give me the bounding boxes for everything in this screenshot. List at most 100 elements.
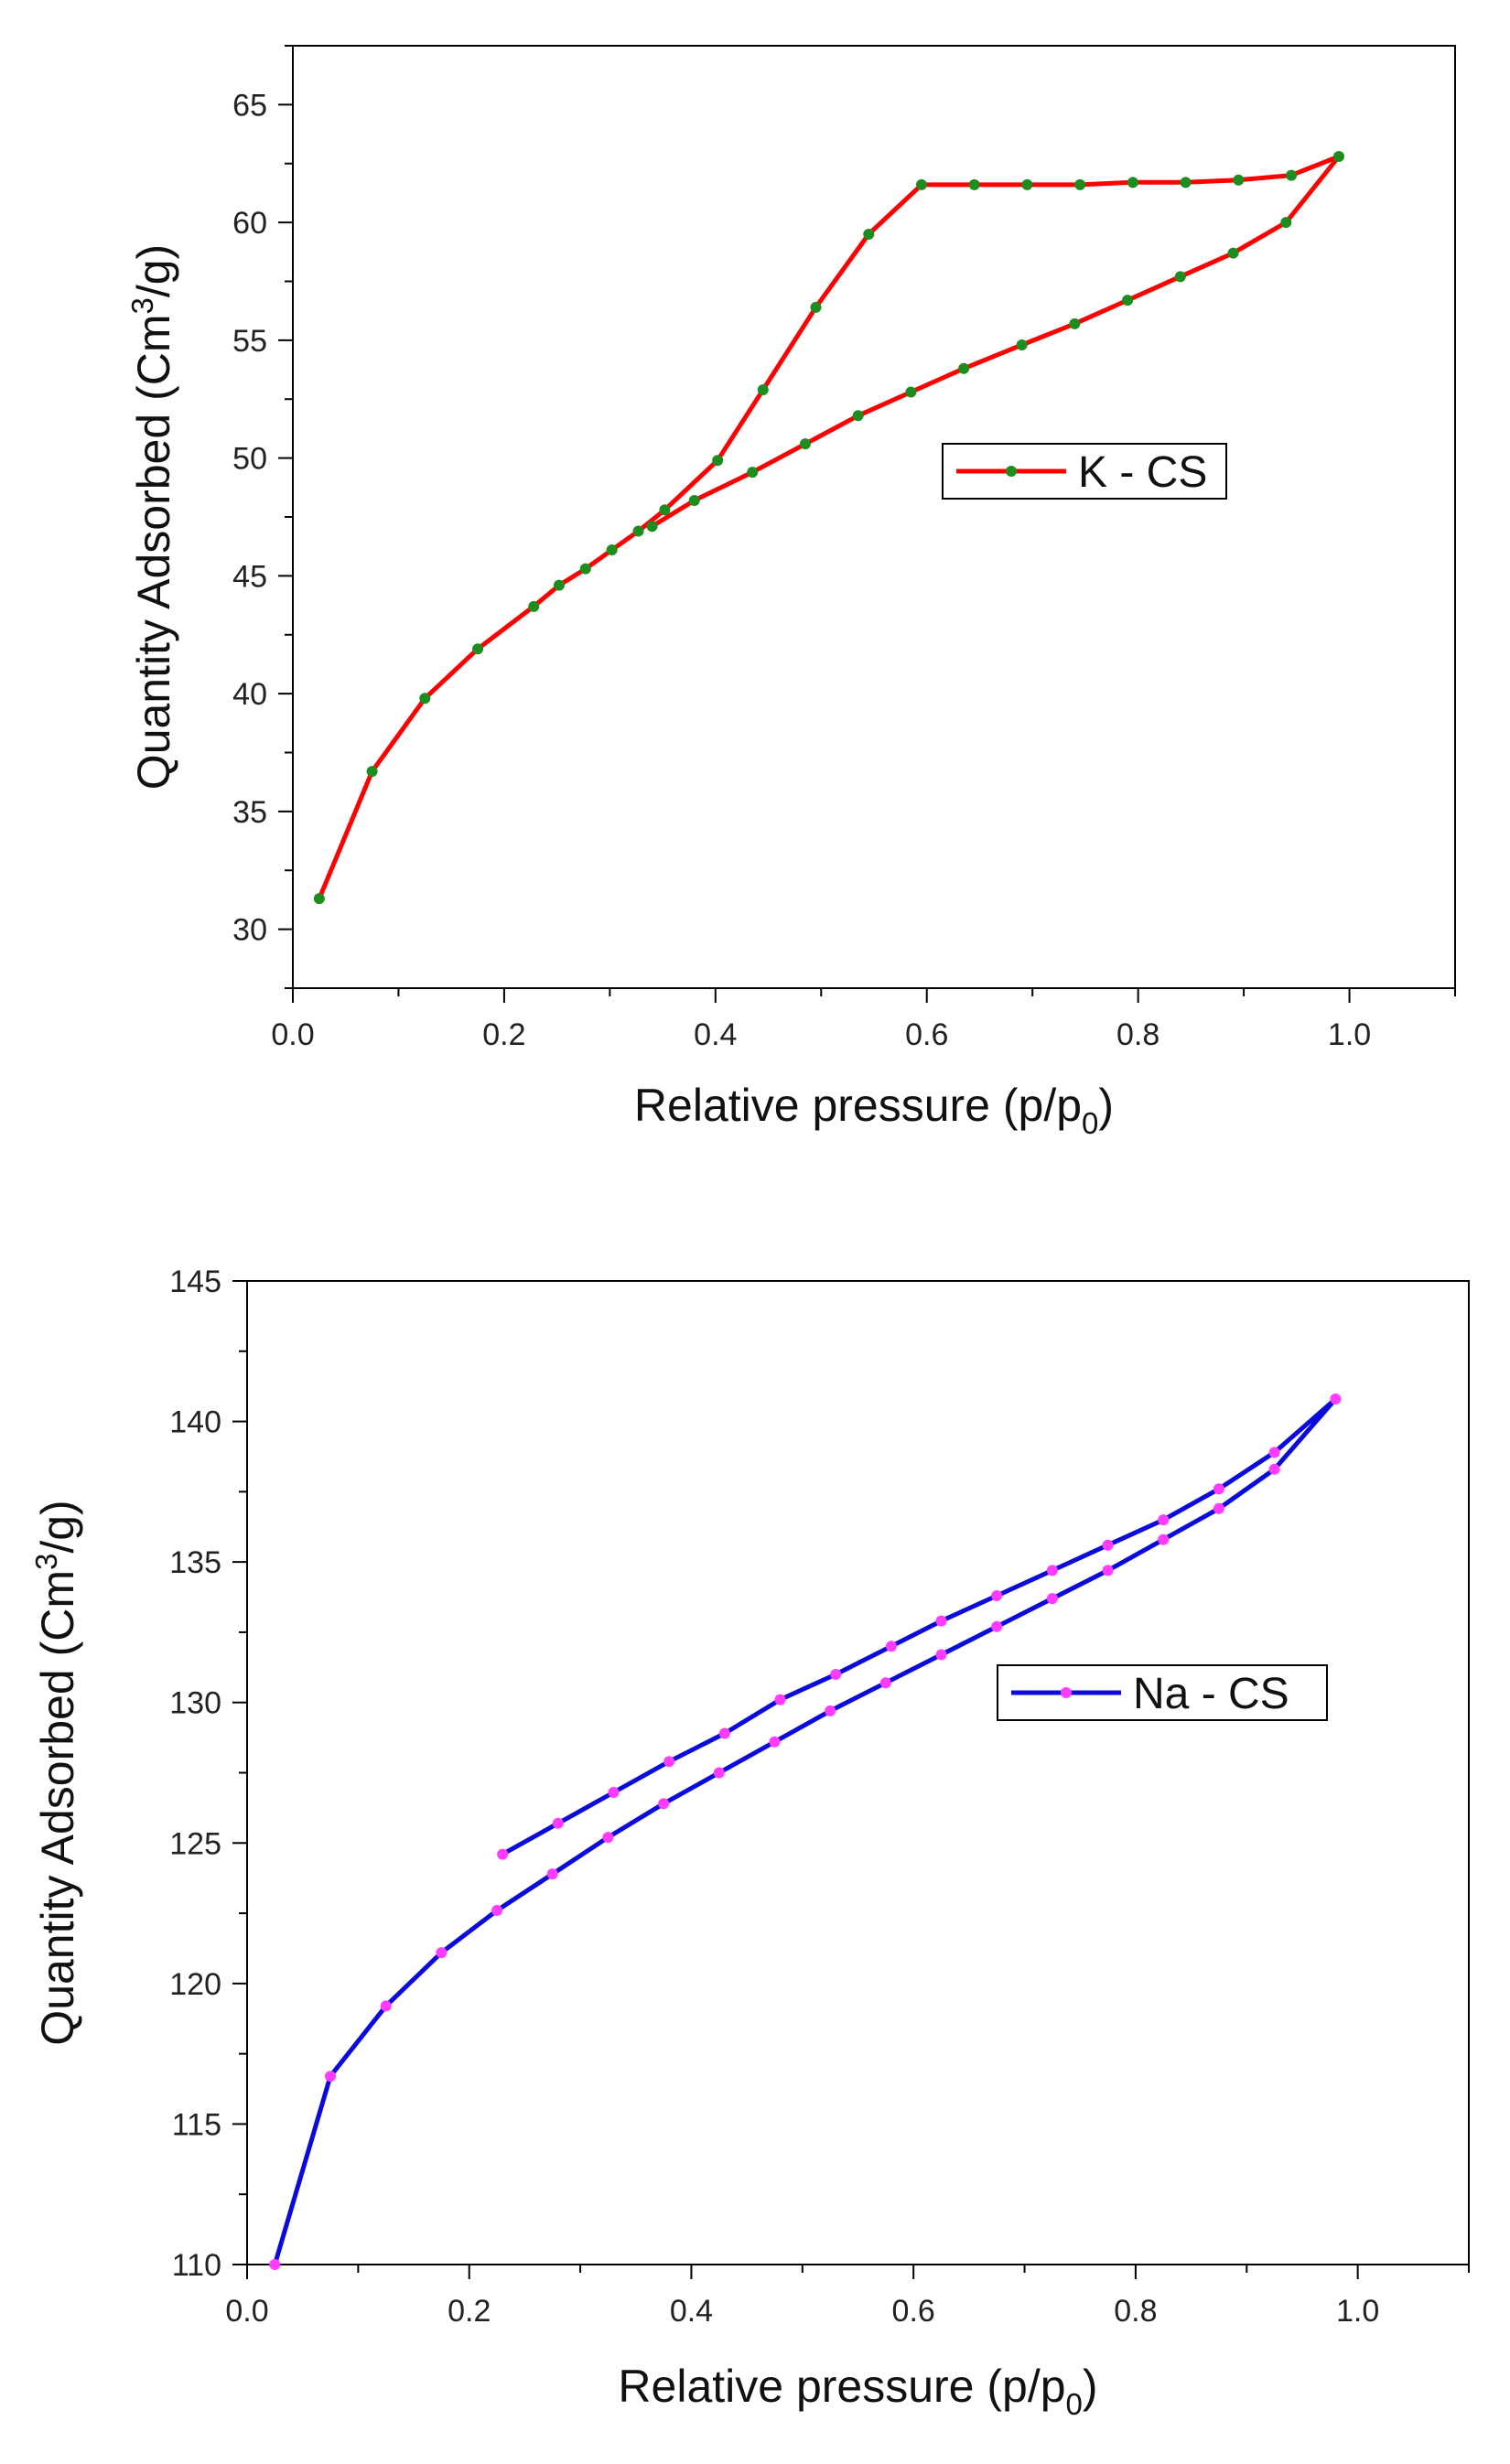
chart-na-cs: 0.0 0.2 0.4 0.6 0.8 1.0 110 115 120 125 130 135 140 1…: [0, 1189, 1510, 2464]
k-cs-data-point: [1333, 151, 1344, 163]
na-cs-data-point: [1268, 1447, 1280, 1458]
na-cs-data-point: [436, 1947, 448, 1959]
na-cs-data-point: [1046, 1565, 1058, 1576]
k-cs-y-tick-label: 30: [232, 913, 267, 948]
k-cs-data-point: [852, 410, 864, 422]
na-cs-x-tick-label: 0.6: [892, 2294, 935, 2329]
na-cs-data-point: [663, 1756, 675, 1768]
na-cs-y-axis-label: Quantity Adsorbed (Cm3/g): [29, 1500, 83, 2045]
k-cs-data-point: [1021, 178, 1033, 190]
na-cs-data-point: [1213, 1483, 1224, 1495]
k-cs-x-tick-label: 1.0: [1328, 1017, 1371, 1052]
k-cs-data-point: [313, 893, 325, 905]
na-cs-y-tick-label: 115: [172, 2107, 221, 2142]
na-cs-x-tick-label: 0.4: [670, 2294, 713, 2329]
k-cs-data-point: [1016, 339, 1028, 351]
k-cs-data-point: [646, 521, 658, 533]
na-cs-data-point: [497, 1848, 509, 1860]
k-cs-data-point: [757, 383, 769, 395]
na-cs-data-point: [774, 1694, 786, 1705]
na-cs-data-point: [1158, 1533, 1170, 1545]
k-cs-data-point: [1180, 177, 1192, 188]
k-cs-data-point: [905, 386, 917, 398]
na-cs-data-point: [325, 2071, 337, 2082]
k-cs-data-point: [1174, 271, 1186, 283]
k-cs-data-point: [1074, 178, 1086, 190]
na-cs-data-point: [608, 1787, 620, 1798]
k-cs-x-tick-label: 0.8: [1116, 1017, 1159, 1052]
na-cs-data-point: [769, 1736, 781, 1748]
na-cs-y-tick-label: 120: [169, 1967, 221, 2002]
na-cs-plot-frame: [246, 1280, 1470, 2265]
k-cs-data-point: [1286, 169, 1298, 181]
k-cs-data-point: [606, 544, 618, 556]
chart-na-cs-svg: 0.0 0.2 0.4 0.6 0.8 1.0 110 115 120 125 130 135 140 1…: [29, 1264, 1470, 2421]
na-cs-data-point: [1158, 1514, 1170, 1526]
k-cs-data-point: [958, 362, 970, 374]
k-cs-data-point: [1227, 247, 1239, 259]
na-cs-data-point: [552, 1817, 564, 1829]
na-cs-data-point: [602, 1832, 614, 1844]
na-cs-data-point: [1330, 1393, 1342, 1404]
na-cs-data-point: [1213, 1502, 1224, 1514]
na-cs-y-tick-label: 140: [169, 1405, 221, 1440]
k-cs-data-point: [632, 525, 644, 537]
na-cs-data-point: [658, 1798, 670, 1810]
na-cs-y-tick-label: 135: [169, 1545, 221, 1580]
na-cs-data-point: [935, 1649, 947, 1661]
na-cs-data-point: [991, 1620, 1003, 1632]
na-cs-data-point: [935, 1615, 947, 1627]
k-cs-y-tick-label: 45: [232, 559, 267, 594]
k-cs-data-point: [1233, 174, 1245, 186]
k-cs-data-point: [799, 438, 811, 450]
k-cs-y-tick-label: 40: [232, 677, 267, 712]
chart-k-cs-svg: 0.0 0.2 0.4 0.6 0.8 1.0 30 35 40 45 50 55 60 65 Relati…: [125, 45, 1456, 1140]
na-cs-y-tick-label: 110: [172, 2248, 221, 2283]
k-cs-data-point: [688, 494, 700, 506]
na-cs-legend-label: Na - CS: [1133, 1670, 1289, 1718]
k-cs-plot-frame: [292, 45, 1456, 989]
k-cs-data-point: [366, 766, 378, 778]
k-cs-data-point: [915, 178, 927, 190]
na-cs-data-point: [1268, 1463, 1280, 1475]
na-cs-data-point: [991, 1590, 1003, 1601]
k-cs-y-tick-label: 35: [232, 795, 267, 830]
k-cs-data-point: [1127, 177, 1138, 188]
k-cs-x-tick-label: 0.2: [482, 1017, 525, 1052]
k-cs-y-tick-label: 60: [232, 206, 267, 241]
k-cs-series-line: [317, 154, 1342, 900]
k-cs-data-point: [810, 301, 822, 313]
na-cs-data-point: [1102, 1565, 1114, 1576]
k-cs-x-tick-label: 0.6: [905, 1017, 948, 1052]
k-cs-x-tick-label: 0.4: [694, 1017, 737, 1052]
na-cs-data-point: [1102, 1539, 1114, 1551]
na-cs-legend-marker: [1061, 1687, 1072, 1698]
na-cs-data-point: [713, 1767, 725, 1779]
k-cs-y-axis-label: Quantity Adsorbed (Cm3/g): [125, 244, 179, 790]
k-cs-x-axis-label: Relative pressure (p/p0): [634, 1080, 1114, 1140]
na-cs-y-tick-label: 145: [169, 1264, 221, 1299]
na-cs-data-point: [380, 2000, 392, 2012]
na-cs-data-point: [1046, 1593, 1058, 1605]
na-cs-x-tick-label: 0.2: [448, 2294, 491, 2329]
na-cs-x-tick-label: 0.0: [225, 2294, 268, 2329]
k-cs-data-point: [553, 579, 565, 591]
na-cs-data-point: [491, 1905, 503, 1916]
chart-k-cs: 0.0 0.2 0.4 0.6 0.8 1.0 30 35 40 45 50 55 60 65 Relati…: [0, 0, 1510, 1189]
k-cs-data-point: [528, 600, 540, 612]
na-cs-y-tick-label: 130: [169, 1686, 221, 1721]
k-cs-data-point: [659, 504, 671, 516]
k-cs-data-point: [747, 467, 759, 479]
k-cs-data-point: [472, 643, 484, 655]
na-cs-series-line: [272, 1396, 1338, 2265]
k-cs-legend-marker: [1006, 466, 1017, 477]
na-cs-x-tick-label: 0.8: [1114, 2294, 1157, 2329]
k-cs-data-point: [863, 229, 875, 240]
k-cs-data-point: [419, 693, 431, 705]
na-cs-data-point: [830, 1669, 842, 1680]
na-cs-y-tick-label: 125: [169, 1826, 221, 1861]
k-cs-data-point: [968, 178, 980, 190]
na-cs-x-axis-label: Relative pressure (p/p0): [618, 2361, 1097, 2421]
k-cs-data-point: [1280, 217, 1292, 229]
na-cs-data-point: [885, 1641, 897, 1652]
